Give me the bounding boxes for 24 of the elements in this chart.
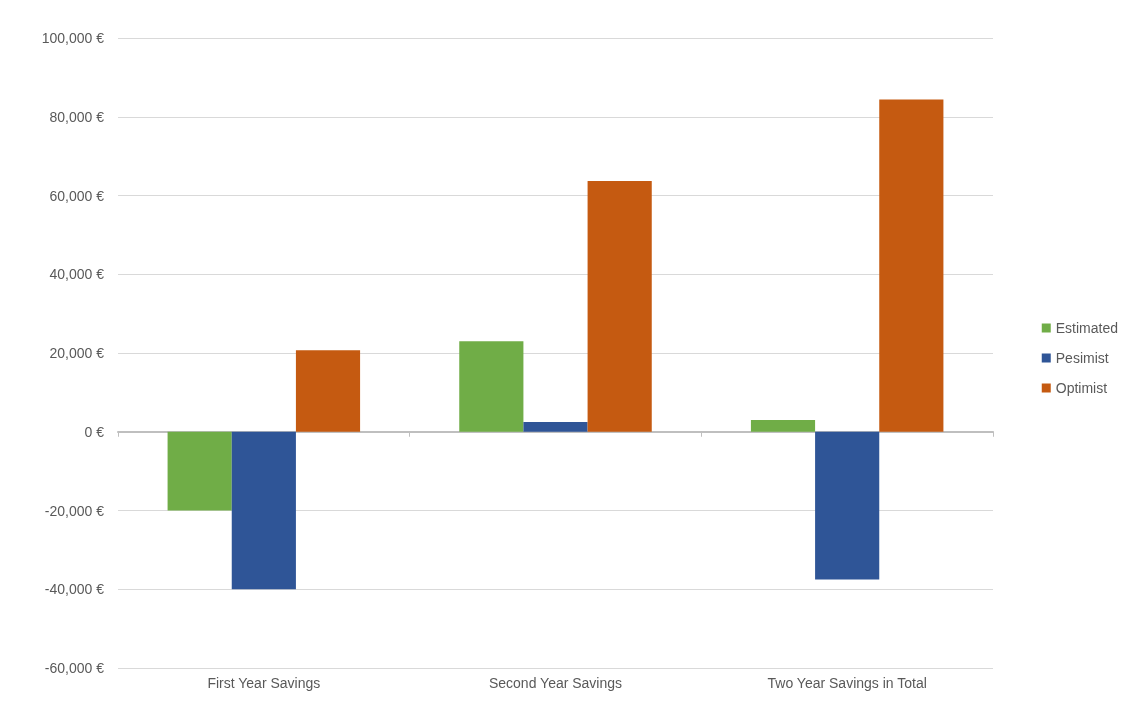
bar (459, 341, 524, 432)
bar (879, 99, 944, 432)
bar (750, 419, 816, 432)
y-tick-label: 20,000 € (49, 345, 105, 361)
x-tick-label: Two Year Savings in Total (767, 675, 927, 691)
bar (231, 431, 296, 590)
bar (167, 431, 232, 511)
y-tick-label: -40,000 € (44, 581, 105, 598)
y-tick-label: 80,000 € (49, 108, 105, 125)
y-tick-label: -60,000 € (44, 660, 105, 676)
x-tick-label: First Year Savings (207, 675, 321, 691)
x-tick-label: Second Year Savings (488, 675, 623, 691)
y-tick-label: -20,000 € (44, 502, 105, 519)
y-tick-label: 100,000 € (41, 30, 105, 46)
y-tick-label: 40,000 € (49, 266, 105, 283)
bar (523, 421, 588, 432)
y-tick-label: 60,000 € (49, 187, 105, 204)
legend-label: Optimist (1055, 380, 1108, 396)
bar (587, 180, 652, 432)
legend-label: Estimated (1055, 320, 1118, 336)
bar (295, 350, 361, 432)
y-tick-label: 0 € (84, 423, 105, 440)
bar (815, 431, 880, 580)
legend-label: Pesimist (1055, 350, 1109, 366)
